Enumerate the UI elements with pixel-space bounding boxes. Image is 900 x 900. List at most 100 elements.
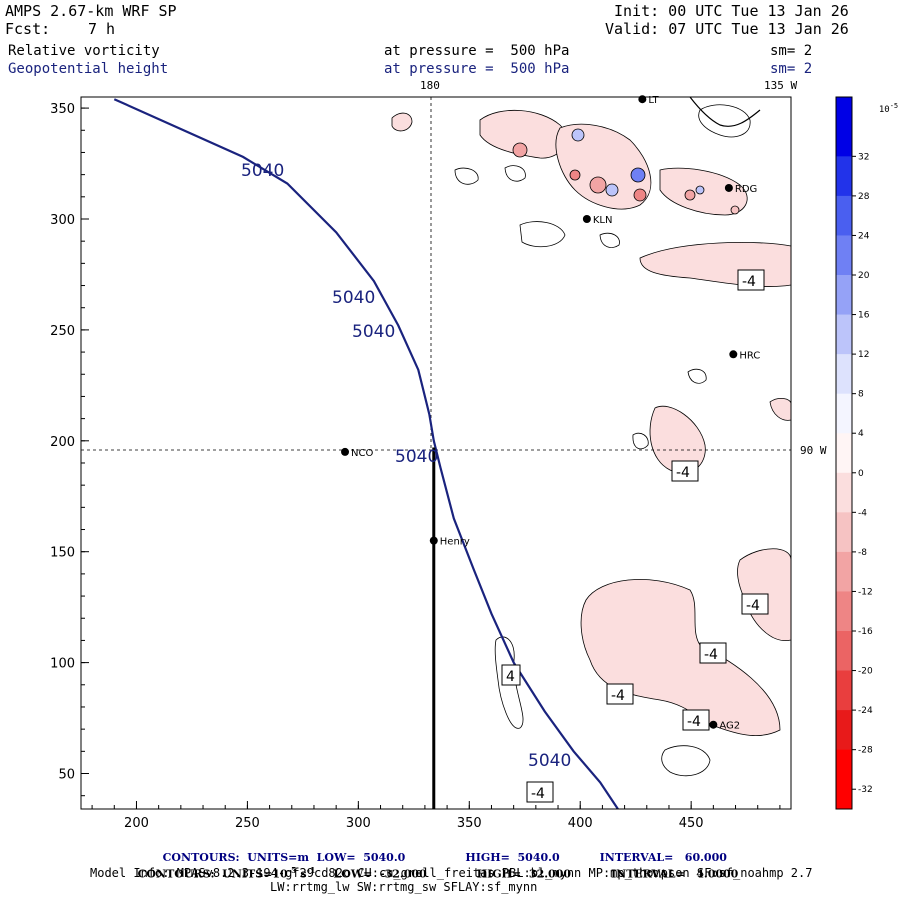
- colorbar-swatch: [836, 195, 852, 236]
- colorbar-tick-label: -8: [858, 548, 867, 558]
- station-label: NCO: [351, 448, 373, 459]
- vorticity-label: -4: [746, 598, 760, 614]
- colorbar-swatch: [836, 354, 852, 395]
- coastline: [689, 97, 761, 127]
- y-tick-label: 50: [58, 768, 75, 783]
- lon-135w-label: 135 W: [764, 79, 798, 92]
- colorbar-swatch: [836, 235, 852, 276]
- station-marker: [709, 720, 718, 729]
- station-marker: [429, 536, 438, 545]
- colorbar-swatch: [836, 512, 852, 553]
- colorbar-tick-label: 32: [858, 152, 869, 162]
- vorticity-label: -4: [687, 714, 701, 730]
- colorbar-unit-exp: -5: [889, 102, 899, 110]
- vorticity-field: [81, 97, 791, 777]
- x-tick-label: 300: [346, 816, 371, 831]
- neg-vorticity-patch-1: [391, 112, 413, 132]
- y-axis: 50 100 150 200 250 300 350: [50, 102, 89, 797]
- neg-vorticity-patch-2: [769, 398, 791, 421]
- colorbar-swatch: [836, 710, 852, 751]
- colorbar-swatch: [836, 116, 852, 157]
- colorbar-tick-label: -4: [858, 508, 867, 518]
- colorbar-frame: [835, 96, 853, 810]
- x-tick-label: 200: [124, 816, 149, 831]
- colorbar-swatch: [836, 551, 852, 592]
- colorbar-tick-label: -24: [858, 706, 873, 716]
- colorbar-swatch: [836, 749, 852, 790]
- vorticity-label: -4: [611, 688, 625, 704]
- colorbar-tick-label: -20: [858, 667, 873, 677]
- footer-vort-exp1: -5: [287, 865, 297, 875]
- plot-frame: [80, 96, 792, 810]
- lon-90w-label: 90 W: [800, 444, 827, 457]
- height-contour-5040: [113, 98, 619, 809]
- colorbar-swatch: [836, 275, 852, 316]
- footer-vort-s: s: [296, 867, 307, 881]
- station-label: Henry: [440, 537, 470, 548]
- vorticity-label: -4: [676, 465, 690, 481]
- vorticity-labels: -4 -4 -4 -4 -4 -4 -4 4: [501, 269, 769, 803]
- init-time: Init: 00 UTC Tue 13 Jan 26: [614, 2, 849, 20]
- station-label: LT: [648, 95, 659, 106]
- vorticity-label: -4: [742, 274, 756, 290]
- field2-smoothing: sm= 2: [770, 61, 813, 77]
- colorbar-swatch: [836, 156, 852, 197]
- x-tick-label: 350: [457, 816, 482, 831]
- x-tick-label: 450: [679, 816, 704, 831]
- station-marker: [729, 350, 738, 359]
- colorbar-tick-label: 4: [858, 429, 864, 439]
- vortex-cluster: [454, 104, 751, 777]
- station-marker: [638, 95, 647, 104]
- neg-vorticity-region-southeast: [580, 579, 781, 736]
- height-label: 5040: [352, 322, 395, 342]
- colorbar: 32 28 24 20 16 12 8 4 0 -4 -8 -12 -16 -20 -24 -28 -32: [835, 96, 873, 810]
- colorbar-tick-label: 20: [858, 271, 870, 281]
- colorbar-unit: 10-5 s-1: [868, 92, 900, 115]
- colorbar-tick-label: 16: [858, 311, 870, 321]
- y-tick-label: 250: [50, 324, 75, 339]
- field1-smoothing: sm= 2: [770, 43, 813, 59]
- x-axis: 200 250 300 350 400 450: [91, 801, 781, 831]
- vorticity-label: 4: [506, 669, 515, 685]
- footer-contours-vorticity: CONTOURS: UNITS=10-5 s-1 LOW= -32.000 HIGH…: [130, 852, 739, 881]
- colorbar-tick-label: -32: [858, 785, 873, 795]
- y-tick-label: 200: [50, 435, 75, 450]
- field1-level: at pressure = 500 hPa: [384, 43, 570, 59]
- colorbar-swatch: [836, 472, 852, 513]
- lon-180-label: 180: [420, 79, 440, 92]
- colorbar-swatch: [836, 670, 852, 711]
- colorbar-swatch: [836, 393, 852, 434]
- footer-contours-height: CONTOURS: UNITS=m LOW= 5040.0 HIGH= 5040.…: [155, 838, 727, 864]
- field2-level: at pressure = 500 hPa: [384, 61, 570, 77]
- colorbar-tick-label: -28: [858, 746, 873, 756]
- forecast-label: Fcst:: [5, 20, 51, 38]
- colorbar-tick-label: 28: [858, 192, 870, 202]
- footer-vort-low: LOW= -32.000: [333, 867, 427, 881]
- station-marker: [582, 214, 591, 223]
- x-tick-label: 400: [568, 816, 593, 831]
- colorbar-swatch: [836, 789, 852, 809]
- model-title: AMPS 2.67-km WRF SP: [5, 2, 177, 20]
- colorbar-tick-label: -16: [858, 627, 873, 637]
- colorbar-tick-label: 24: [858, 231, 870, 241]
- colorbar-tick-label: -12: [858, 587, 873, 597]
- colorbar-swatch: [836, 97, 852, 118]
- station-label: HRC: [739, 350, 760, 361]
- station-label: RDG: [735, 184, 757, 195]
- vorticity-label: -4: [531, 786, 545, 802]
- colorbar-swatch: [836, 314, 852, 355]
- colorbar-tick-label: 8: [858, 390, 864, 400]
- height-label: 5040: [395, 447, 438, 467]
- footer-vort-high: HIGH= 32.000: [476, 867, 572, 881]
- y-tick-label: 350: [50, 102, 75, 117]
- height-label: 5040: [241, 161, 284, 181]
- field2-name: Geopotential height: [8, 61, 169, 77]
- footer-height-low: CONTOURS: UNITS=m LOW= 5040.0: [162, 851, 406, 864]
- x-tick-label: 250: [235, 816, 260, 831]
- colorbar-unit-base: 10: [878, 105, 890, 115]
- height-label: 5040: [528, 751, 571, 771]
- station-marker: [341, 447, 350, 456]
- forecast-hour: 7 h: [88, 20, 116, 38]
- valid-time: Valid: 07 UTC Tue 13 Jan 26: [605, 20, 849, 38]
- station-label: KLN: [593, 215, 613, 226]
